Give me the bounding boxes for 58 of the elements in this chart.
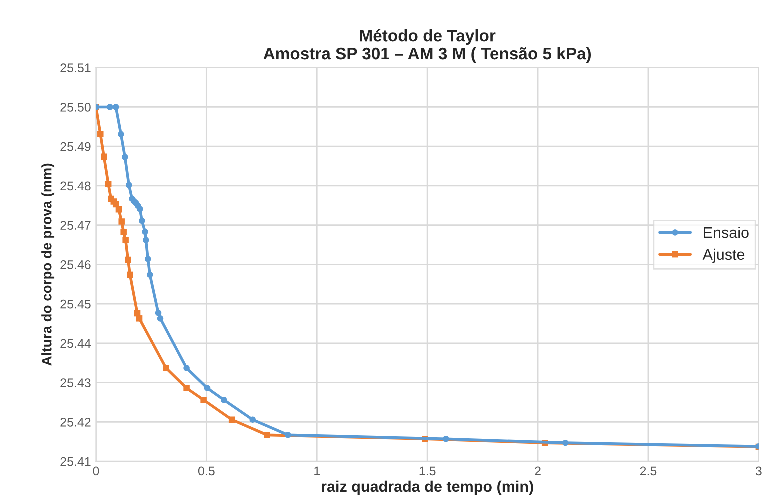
point [127,272,134,278]
legend-label: Ensaio [704,226,749,238]
point [184,365,190,372]
point [204,385,211,392]
point [98,131,104,138]
point [264,432,270,438]
point [136,316,143,322]
point [107,104,114,110]
point [143,237,150,244]
y-axis-title: Altura do corpo de prova (mm) [42,164,55,366]
point [112,104,120,110]
point [126,182,132,188]
y-tick-label: 25.43 [60,378,91,388]
point [155,310,162,316]
y-tick-label: 25.41 [60,457,91,466]
point [200,397,207,404]
x-tick-label: 3 [756,466,762,476]
x-tick-label: 2 [535,466,541,476]
point [157,316,164,322]
point [122,154,128,160]
y-tick-label: 25.48 [60,182,91,191]
chart-title: Método de Taylor Amostra SP 301 – AM 3 M ( Tensão 5 kPa) [264,29,592,63]
point [285,432,292,438]
point [125,256,132,264]
x-tick-label: 1.5 [420,466,436,476]
point [163,365,170,372]
y-tick-label: 25.45 [60,300,91,309]
y-tick-label: 25.42 [60,418,91,427]
point [147,272,154,278]
point [250,416,256,423]
point [145,256,152,262]
y-tick-label: 25.46 [60,260,91,270]
point [122,237,129,244]
y-tick-label: 25.44 [60,339,91,348]
point [184,385,190,392]
point [221,397,228,404]
point [116,206,122,213]
point [101,154,108,160]
point [228,416,236,423]
x-axis-title: raiz quadrada de tempo (min) [322,480,534,496]
point [443,436,450,442]
point [142,228,148,236]
point [139,218,146,224]
x-tick-label: 2.5 [640,466,657,476]
x-tick-label: 0 [93,466,100,476]
point [137,206,144,212]
x-tick-label: 0.5 [198,466,215,476]
x-tick-label: 1 [314,466,320,476]
point [120,229,127,236]
point [562,440,569,446]
point [118,131,124,138]
y-tick-label: 25.51 [60,64,91,73]
y-tick-label: 25.47 [60,221,91,230]
point [105,181,112,188]
point [118,218,125,225]
legend-label: Ajuste [702,248,745,264]
y-tick-label: 25.50 [60,103,91,112]
y-tick-label: 25.49 [60,142,91,152]
